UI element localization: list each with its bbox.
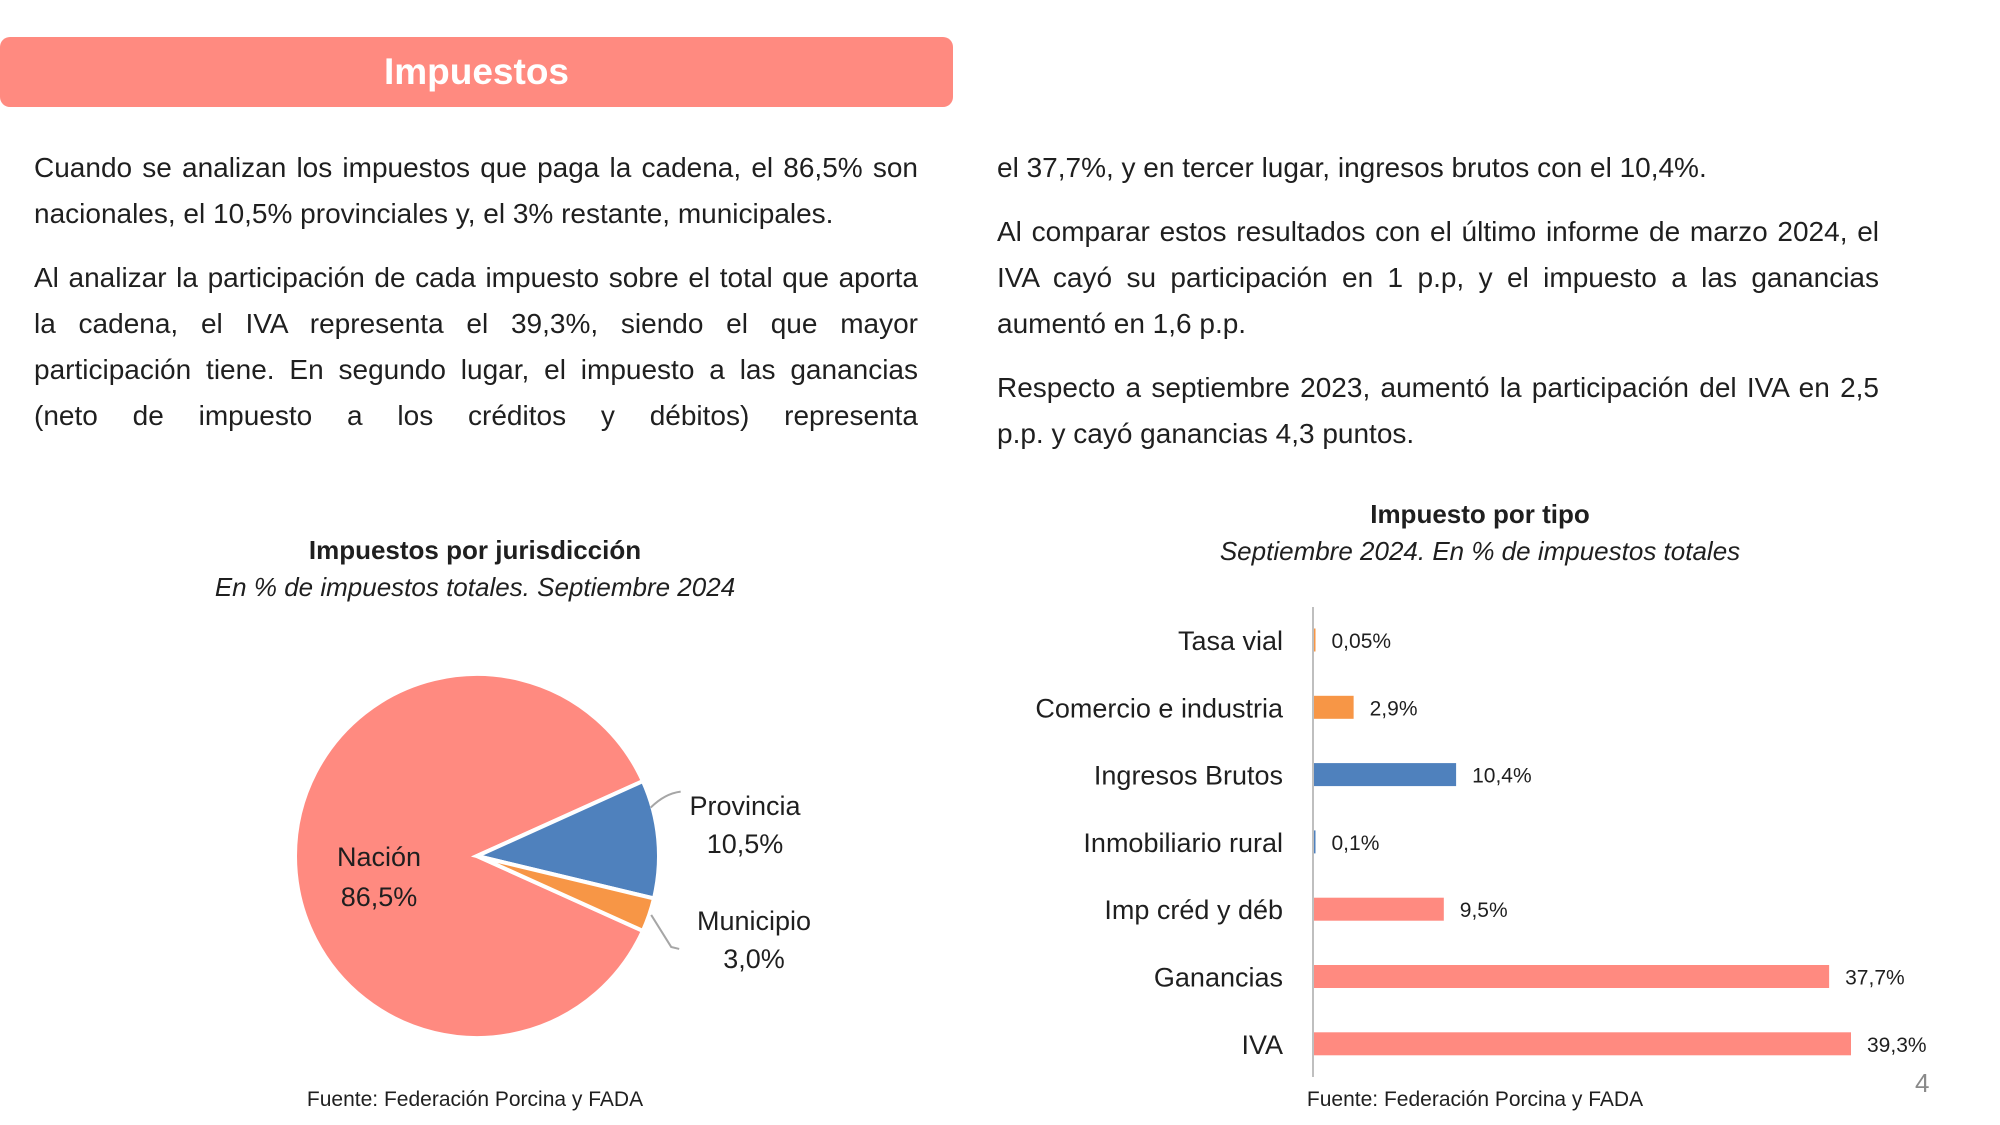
pie-label-value: 3,0% — [723, 944, 785, 974]
bar-category-label: Inmobiliario rural — [1083, 828, 1283, 858]
bar-inmobiliario-rural — [1314, 830, 1316, 854]
pie-chart-source: Fuente: Federación Porcina y FADA — [306, 1088, 644, 1111]
pie-label-value: 86,5% — [341, 882, 418, 912]
paragraph: el 37,7%, y en tercer lugar, ingresos br… — [997, 152, 1707, 183]
paragraph: Respecto a septiembre 2023, aumentó la p… — [997, 372, 1879, 449]
bar-value-label: 9,5% — [1460, 899, 1508, 922]
leader-line-municipio — [650, 914, 680, 950]
bar-tasa-vial — [1314, 628, 1316, 652]
pie-chart-title: Impuestos por jurisdicción — [308, 535, 642, 565]
bar-iva — [1314, 1032, 1851, 1056]
bar-category-label: IVA — [1241, 1030, 1283, 1060]
bar-imp-cr-d-y-d-b — [1314, 897, 1444, 921]
paragraph: Cuando se analizan los impuestos que pag… — [34, 152, 918, 229]
pie-label-name: Nación — [337, 842, 421, 872]
bar-chart-title: Impuesto por tipo — [1370, 499, 1590, 529]
bar-ingresos-brutos — [1314, 763, 1457, 787]
bar-value-label: 37,7% — [1845, 967, 1905, 990]
bar-category-label: Imp créd y déb — [1104, 895, 1283, 925]
paragraph: Al comparar estos resultados con el últi… — [997, 216, 1879, 339]
leader-line-provincia — [649, 790, 681, 809]
bar-category-label: Comercio e industria — [1035, 693, 1284, 723]
bar-category-label: Ingresos Brutos — [1094, 761, 1283, 791]
section-title: Impuestos — [383, 51, 570, 92]
pie-chart: Nación 86,5% Provincia 10,5% Municipio 3,0% — [293, 672, 811, 1040]
bar-value-label: 2,9% — [1370, 697, 1418, 720]
bar-value-label: 0,05% — [1332, 630, 1392, 653]
pie-label-name: Provincia — [689, 791, 801, 821]
section-header: Impuestos — [0, 37, 953, 107]
bar-category-label: Ganancias — [1154, 963, 1283, 993]
pie-chart-header: Impuestos por jurisdicción En % de impue… — [140, 532, 810, 606]
pie-label-name: Municipio — [697, 906, 811, 936]
bar-value-label: 0,1% — [1332, 832, 1380, 855]
text-column-right: el 37,7%, y en tercer lugar, ingresos br… — [997, 145, 1879, 475]
bar-chart-header: Impuesto por tipo Septiembre 2024. En % … — [1130, 496, 1830, 570]
pie-slice-municipio — [476, 854, 657, 934]
text-column-left: Cuando se analizan los impuestos que pag… — [34, 145, 918, 457]
pie-chart-subtitle: En % de impuestos totales. Septiembre 20… — [214, 572, 736, 602]
bar-value-label: 10,4% — [1472, 765, 1532, 788]
bar-comercio-e-industria — [1314, 695, 1354, 719]
bar-value-label: 39,3% — [1867, 1034, 1927, 1057]
pie-slice-provincia — [470, 778, 661, 901]
bar-chart-subtitle: Septiembre 2024. En % de impuestos total… — [1219, 536, 1741, 566]
bar-category-label: Tasa vial — [1178, 626, 1283, 656]
pie-label-value: 10,5% — [707, 829, 784, 859]
bar-chart-source: Fuente: Federación Porcina y FADA — [1306, 1088, 1644, 1111]
bar-ganancias — [1314, 965, 1830, 988]
paragraph: Al analizar la participación de cada imp… — [34, 262, 918, 431]
pie-slice-nación — [293, 672, 646, 1040]
page-number: 4 — [1915, 1068, 1930, 1098]
